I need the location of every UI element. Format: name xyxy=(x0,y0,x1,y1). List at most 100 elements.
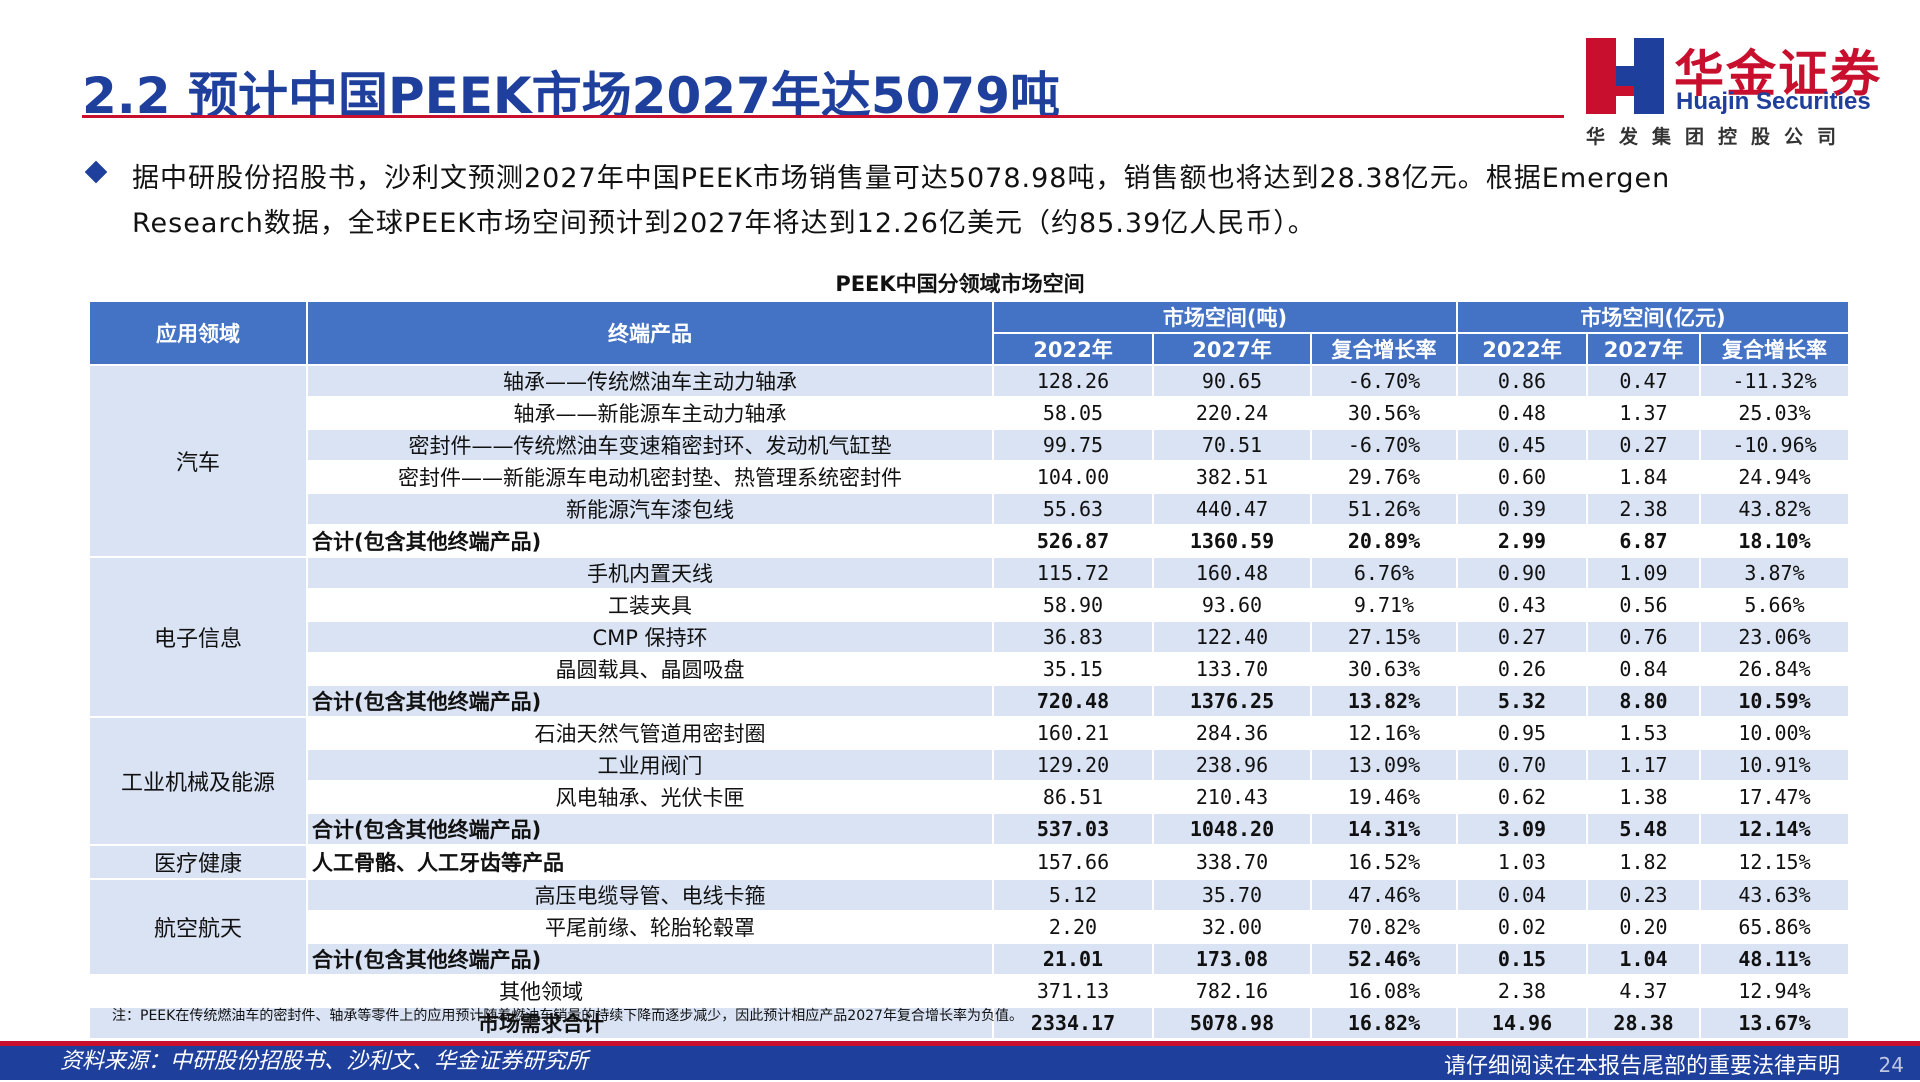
table-row: 合计(包含其他终端产品) 720.48 1376.25 13.82% 5.32 8.80 1… xyxy=(89,684,1851,718)
value-cell-yc: 65.86% xyxy=(1699,910,1851,944)
value-cell-y27: 0.23 xyxy=(1586,878,1702,912)
value-cell-tc: 14.31% xyxy=(1309,812,1459,846)
value-cell-t22: 537.03 xyxy=(992,812,1154,846)
value-cell-y22: 0.60 xyxy=(1456,460,1589,494)
value-cell-tc: 13.09% xyxy=(1309,748,1459,782)
table-row: 汽车 轴承——传统燃油车主动力轴承 128.26 90.65 -6.70% 0.86 0.4… xyxy=(88,364,1851,558)
value-cell-t27: 1376.25 xyxy=(1152,684,1312,718)
value-cell-y27: 0.76 xyxy=(1586,620,1702,654)
value-cell-tc: 16.52% xyxy=(1309,844,1459,880)
value-cell-t27: 93.60 xyxy=(1152,588,1312,622)
value-cell-yc: 12.94% xyxy=(1699,974,1851,1008)
header-ton-2022: 2022年 xyxy=(992,332,1154,366)
table-row: 工装夹具 58.90 93.60 9.71% 0.43 0.56 5.66% xyxy=(89,588,1851,622)
value-cell-t22: 720.48 xyxy=(992,684,1154,718)
value-cell-tc: 20.89% xyxy=(1309,524,1459,558)
value-cell-tc: 47.46% xyxy=(1309,878,1459,912)
table-row: 密封件——传统燃油车变速箱密封环、发动机气缸垫 99.75 70.51 -6.70% 0… xyxy=(89,428,1851,462)
product-cell: 密封件——传统燃油车变速箱密封环、发动机气缸垫 xyxy=(306,428,994,462)
value-cell-y22: 0.48 xyxy=(1456,396,1589,430)
header-domain: 应用领域 xyxy=(88,300,308,366)
value-cell-y27: 1.17 xyxy=(1586,748,1702,782)
value-cell-tc: 30.56% xyxy=(1309,396,1459,430)
table-row: 医疗健康 人工骨骼、人工牙齿等产品 157.66 338.70 16.52% 1.03 1.… xyxy=(88,844,1851,880)
page-number: 24 xyxy=(1878,1053,1904,1077)
value-cell-t22: 115.72 xyxy=(992,556,1154,590)
table-row: 轴承——新能源车主动力轴承 58.05 220.24 30.56% 0.48 1.37 25… xyxy=(89,396,1851,430)
product-cell: 轴承——新能源车主动力轴承 xyxy=(306,396,994,430)
value-cell-t22: 5.12 xyxy=(992,878,1154,912)
value-cell-tc: 52.46% xyxy=(1309,942,1459,976)
summary-bullet: 据中研股份招股书，沙利文预测2027年中国PEEK市场销售量可达5078.98吨… xyxy=(84,156,1848,246)
value-cell-t27: 210.43 xyxy=(1152,780,1312,814)
huajin-logo-icon xyxy=(1586,38,1664,114)
value-cell-yc: 3.87% xyxy=(1699,556,1851,590)
value-cell-y22: 5.32 xyxy=(1456,684,1589,718)
value-cell-y27: 0.84 xyxy=(1586,652,1702,686)
diamond-bullet-icon xyxy=(84,160,108,184)
product-cell: 风电轴承、光伏卡匣 xyxy=(306,780,994,814)
footer-bar xyxy=(0,1046,1920,1080)
value-cell-tc: 30.63% xyxy=(1309,652,1459,686)
value-cell-t27: 782.16 xyxy=(1152,974,1312,1008)
value-cell-y22: 0.43 xyxy=(1456,588,1589,622)
footer-accent-line xyxy=(0,1041,1920,1046)
value-cell-y27: 0.56 xyxy=(1586,588,1702,622)
value-cell-y22: 0.86 xyxy=(1456,364,1589,398)
product-cell: 石油天然气管道用密封圈 xyxy=(306,716,994,750)
value-cell-tc: 51.26% xyxy=(1309,492,1459,526)
product-cell: 合计(包含其他终端产品) xyxy=(306,942,994,976)
header-yi-2022: 2022年 xyxy=(1456,332,1589,366)
value-cell-y27: 1.04 xyxy=(1586,942,1702,976)
value-cell-y27: 0.20 xyxy=(1586,910,1702,944)
value-cell-y27: 8.80 xyxy=(1586,684,1702,718)
table-row: 新能源汽车漆包线 55.63 440.47 51.26% 0.39 2.38 43.82% xyxy=(89,492,1851,526)
value-cell-yc: 10.59% xyxy=(1699,684,1851,718)
value-cell-y27: 4.37 xyxy=(1586,974,1702,1008)
value-cell-t22: 157.66 xyxy=(992,844,1154,880)
value-cell-y27: 1.84 xyxy=(1586,460,1702,494)
title-underline xyxy=(82,115,1564,118)
value-cell-t22: 2334.17 xyxy=(992,1006,1154,1040)
product-cell: 合计(包含其他终端产品) xyxy=(306,684,994,718)
summary-text: 据中研股份招股书，沙利文预测2027年中国PEEK市场销售量可达5078.98吨… xyxy=(132,156,1848,246)
header-yi-cagr: 复合增长率 xyxy=(1699,332,1851,366)
value-cell-yc: 18.10% xyxy=(1699,524,1851,558)
value-cell-y22: 0.90 xyxy=(1456,556,1589,590)
table-row: CMP 保持环 36.83 122.40 27.15% 0.27 0.76 23.06% xyxy=(89,620,1851,654)
value-cell-y27: 0.27 xyxy=(1586,428,1702,462)
value-cell-t22: 129.20 xyxy=(992,748,1154,782)
value-cell-t27: 1360.59 xyxy=(1152,524,1312,558)
value-cell-t27: 284.36 xyxy=(1152,716,1312,750)
domain-cell: 汽车 xyxy=(88,364,308,558)
logo-english-name: Huajin Securities xyxy=(1676,88,1871,115)
value-cell-y27: 1.53 xyxy=(1586,716,1702,750)
value-cell-y22: 14.96 xyxy=(1456,1006,1589,1040)
value-cell-t22: 99.75 xyxy=(992,428,1154,462)
value-cell-t27: 173.08 xyxy=(1152,942,1312,976)
value-cell-y27: 1.37 xyxy=(1586,396,1702,430)
summary-line-2: Research数据，全球PEEK市场空间预计到2027年将达到12.26亿美元… xyxy=(132,208,1316,239)
footnote: 注：PEEK在传统燃油车的密封件、轴承等零件上的应用预计随着燃油车销量的持续下降… xyxy=(112,1008,1023,1024)
logo-subtitle: 华发集团控股公司 xyxy=(1586,126,1851,148)
value-cell-t27: 35.70 xyxy=(1152,878,1312,912)
table-row: 其他领域 371.13 782.16 16.08% 2.38 4.37 12.94% xyxy=(88,974,1851,1008)
table-row: 风电轴承、光伏卡匣 86.51 210.43 19.46% 0.62 1.38 17.47% xyxy=(89,780,1851,814)
header-group-yi: 市场空间(亿元) xyxy=(1456,300,1851,334)
value-cell-y22: 0.04 xyxy=(1456,878,1589,912)
product-cell: 轴承——传统燃油车主动力轴承 xyxy=(306,364,994,398)
table-row: 合计(包含其他终端产品) 21.01 173.08 52.46% 0.15 1.04 48.… xyxy=(89,942,1851,976)
value-cell-y27: 28.38 xyxy=(1586,1006,1702,1040)
value-cell-y27: 5.48 xyxy=(1586,812,1702,846)
market-space-table: 应用领域 终端产品 市场空间(吨) 市场空间(亿元) 2022年 2027年 复… xyxy=(88,300,1851,1040)
value-cell-yc: 10.00% xyxy=(1699,716,1851,750)
value-cell-t22: 35.15 xyxy=(992,652,1154,686)
product-cell: CMP 保持环 xyxy=(306,620,994,654)
table-row: 密封件——新能源车电动机密封垫、热管理系统密封件 104.00 382.51 29.7… xyxy=(89,460,1851,494)
value-cell-y27: 2.38 xyxy=(1586,492,1702,526)
value-cell-tc: 6.76% xyxy=(1309,556,1459,590)
value-cell-y22: 1.03 xyxy=(1456,844,1589,880)
table-row: 市场需求合计 2334.17 5078.98 16.82% 14.96 28.38 13.6… xyxy=(88,1006,1851,1040)
table-row: 工业用阀门 129.20 238.96 13.09% 0.70 1.17 10.91% xyxy=(89,748,1851,782)
value-cell-t27: 338.70 xyxy=(1152,844,1312,880)
